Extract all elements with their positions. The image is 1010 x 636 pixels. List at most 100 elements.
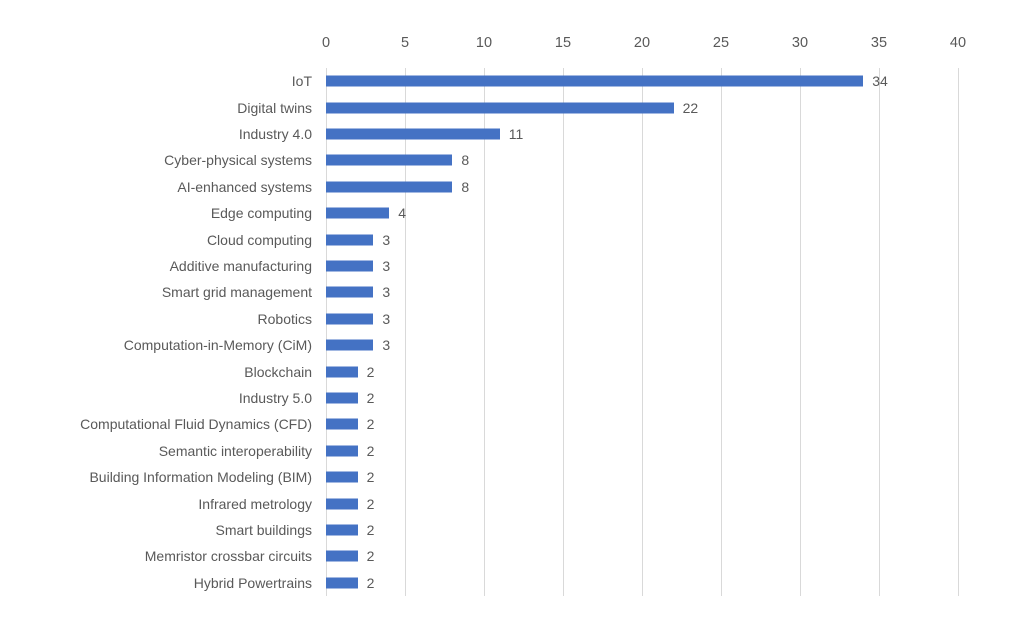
value-label: 3 [382,231,391,248]
bar [326,366,358,378]
gridline [642,68,643,596]
x-tick-label: 30 [791,35,809,51]
bar-row: Memristor crossbar circuits 2 [0,543,1010,569]
gridline [484,68,485,596]
gridline [326,68,327,596]
bar-row: Computational Fluid Dynamics (CFD) 2 [0,411,1010,437]
bar-row: Additive manufacturing 3 [0,253,1010,279]
value-label: 2 [366,389,375,406]
bar-row: Industry 4.0 11 [0,121,1010,147]
gridline [563,68,564,596]
category-label: Blockchain [244,363,312,380]
category-label: Memristor crossbar circuits [144,548,312,565]
bar-row: Hybrid Powertrains 2 [0,570,1010,596]
bar-row: Blockchain 2 [0,358,1010,384]
bar-row: Cyber-physical systems 8 [0,147,1010,173]
gridline [800,68,801,596]
value-label: 3 [382,337,391,354]
bar-row: AI-enhanced systems 8 [0,174,1010,200]
value-label: 11 [508,125,524,142]
gridline [879,68,880,596]
x-tick-label: 40 [949,35,967,51]
value-label: 2 [366,574,375,591]
bar [326,471,358,483]
bar [326,498,358,510]
category-label: Additive manufacturing [169,257,312,274]
x-axis: 0 5 10 15 20 25 30 35 40 [0,33,1010,53]
value-label: 3 [382,284,391,301]
category-label: Infrared metrology [198,495,312,512]
gridline [721,68,722,596]
bar-row: Smart grid management 3 [0,279,1010,305]
value-label: 2 [366,469,375,486]
bar [326,524,358,536]
bar-row: IoT 34 [0,68,1010,94]
category-label: Cyber-physical systems [164,152,312,169]
value-label: 2 [366,521,375,538]
category-label: Hybrid Powertrains [193,574,312,591]
value-label: 2 [366,495,375,512]
category-label: Computational Fluid Dynamics (CFD) [80,416,312,433]
bar-row: Digital twins 22 [0,94,1010,120]
value-label: 2 [366,363,375,380]
category-label: Smart buildings [215,521,313,538]
value-label: 2 [366,416,375,433]
x-tick-label: 25 [712,35,730,51]
x-tick-label: 0 [321,35,331,51]
category-label: Cloud computing [206,231,312,248]
x-tick-label: 35 [870,35,888,51]
category-label: Edge computing [210,205,312,222]
category-label: Industry 5.0 [238,389,312,406]
gridline [958,68,959,596]
value-label: 8 [461,152,470,169]
bar [326,550,358,562]
x-tick-label: 15 [554,35,572,51]
bar-row: Computation-in-Memory (CiM) 3 [0,332,1010,358]
category-label: IoT [291,73,312,90]
category-label: Smart grid management [161,284,312,301]
category-label: Robotics [257,310,312,327]
value-label: 3 [382,310,391,327]
value-label: 8 [461,178,470,195]
category-label: Building Information Modeling (BIM) [89,469,312,486]
category-label: Industry 4.0 [238,125,312,142]
value-label: 34 [872,73,888,90]
bar [326,445,358,457]
x-tick-label: 5 [400,35,410,51]
bar [326,75,864,87]
value-label: 2 [366,548,375,565]
gridline [405,68,406,596]
value-label: 4 [398,205,406,222]
bar [326,234,374,246]
x-tick-label: 10 [475,35,493,51]
bar [326,339,374,351]
bar-row: Robotics 3 [0,306,1010,332]
value-label: 3 [382,257,391,274]
bar-row: Smart buildings 2 [0,517,1010,543]
category-label: Digital twins [237,99,312,116]
value-label: 22 [682,99,699,116]
bar [326,128,500,140]
value-label: 2 [366,442,375,459]
bar-row: Cloud computing 3 [0,226,1010,252]
bar [326,207,390,219]
bar [326,102,674,114]
bar [326,392,358,404]
category-label: Computation-in-Memory (CiM) [123,337,312,354]
bar-row: Edge computing 4 [0,200,1010,226]
bar [326,286,374,298]
bar [326,313,374,325]
bar [326,418,358,430]
bar [326,577,358,589]
bar-row: Infrared metrology 2 [0,490,1010,516]
bar [326,260,374,272]
bar [326,154,453,166]
bar-row: Building Information Modeling (BIM) 2 [0,464,1010,490]
bar-row: Industry 5.0 2 [0,385,1010,411]
bar-row: Semantic interoperability 2 [0,438,1010,464]
x-tick-label: 20 [633,35,651,51]
category-label: AI-enhanced systems [177,178,312,195]
